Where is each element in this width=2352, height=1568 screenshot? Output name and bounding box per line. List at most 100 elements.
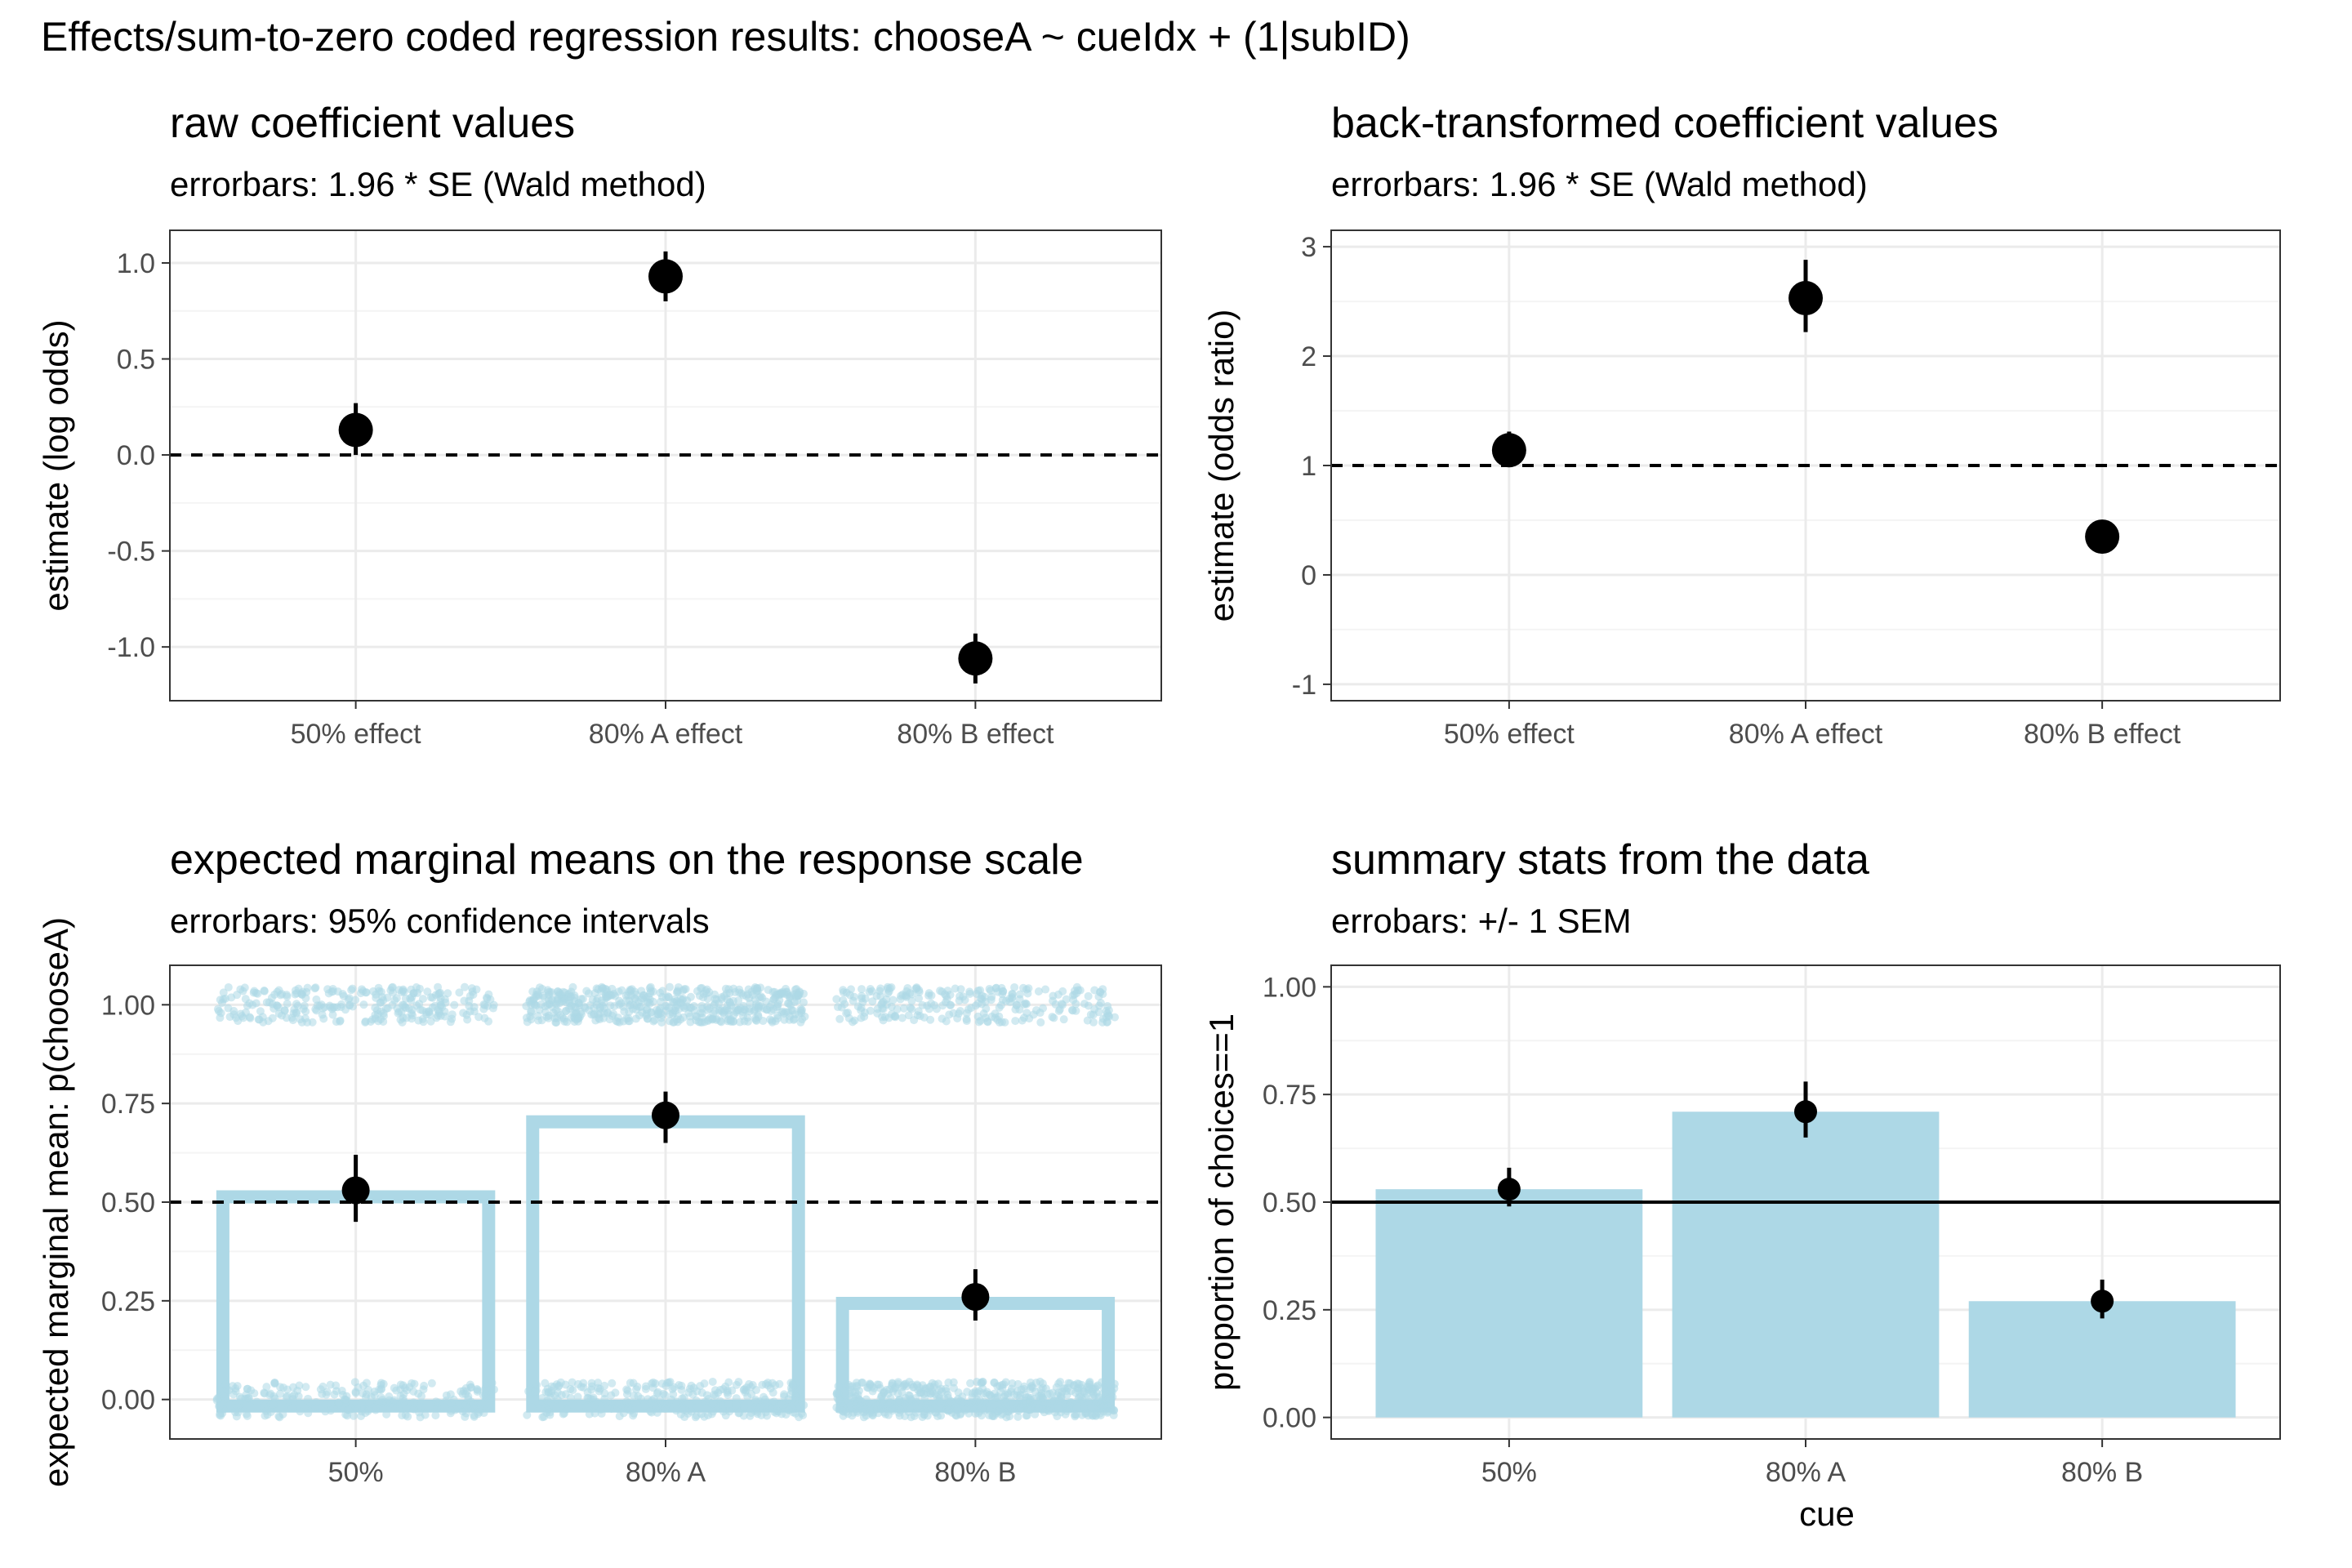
raw-response-point (778, 1400, 787, 1409)
raw-response-point (1070, 987, 1079, 996)
raw-response-point (799, 998, 808, 1007)
raw-response-point (769, 995, 778, 1004)
raw-response-point (284, 1402, 293, 1411)
panel-title: summary stats from the data (1331, 836, 1869, 884)
data-point (2091, 1290, 2114, 1313)
raw-response-point (1008, 990, 1017, 999)
raw-response-point (920, 1390, 929, 1399)
raw-response-point (270, 1379, 279, 1388)
raw-response-point (585, 1410, 594, 1419)
y-tick-label: 0.75 (1263, 1080, 1316, 1111)
raw-response-point (1048, 1013, 1057, 1022)
raw-response-point (852, 1379, 861, 1388)
raw-response-point (542, 1013, 551, 1022)
raw-response-point (732, 1394, 741, 1403)
y-tick-label: 0 (1301, 560, 1316, 591)
y-tick-label: 3 (1301, 232, 1316, 263)
panel-title: back-transformed coefficient values (1331, 100, 1998, 147)
raw-response-point (998, 996, 1007, 1004)
panel-raw: raw coefficient values errorbars: 1.96 *… (37, 100, 1162, 750)
raw-response-point (310, 984, 319, 993)
raw-response-point (262, 1383, 271, 1392)
raw-response-point (548, 996, 557, 1004)
raw-response-point (928, 1379, 937, 1388)
raw-response-point (587, 1382, 596, 1391)
raw-response-point (759, 1392, 768, 1401)
raw-response-point (592, 996, 601, 1005)
panel-summary-stats: summary stats from the data errobars: +/… (1202, 836, 2281, 1533)
raw-response-point (410, 1379, 419, 1388)
raw-response-point (703, 1017, 712, 1026)
raw-response-point (687, 1381, 696, 1390)
raw-response-point (408, 1011, 417, 1020)
raw-response-point (623, 1386, 632, 1395)
raw-response-point (557, 1391, 566, 1400)
raw-response-point (1103, 1407, 1112, 1416)
data-point (1491, 433, 1526, 468)
raw-response-point (552, 1380, 561, 1389)
raw-response-point (425, 1008, 434, 1017)
raw-response-point (1000, 1390, 1009, 1399)
raw-response-point (339, 991, 348, 1000)
raw-response-point (876, 984, 885, 993)
figure-title: Effects/sum-to-zero coded regression res… (41, 14, 1410, 60)
raw-response-point (488, 1004, 497, 1013)
raw-response-point (216, 1401, 225, 1410)
raw-response-point (1104, 1379, 1113, 1388)
raw-response-point (717, 993, 726, 1002)
raw-response-point (338, 1391, 347, 1400)
raw-response-point (677, 1385, 686, 1394)
raw-response-point (615, 1412, 624, 1421)
raw-response-point (632, 1385, 641, 1394)
raw-response-point (432, 1013, 441, 1022)
x-axis-label: cue (1799, 1494, 1855, 1533)
raw-response-point (606, 991, 615, 1000)
raw-response-point (566, 993, 575, 1002)
raw-response-point (481, 1384, 490, 1393)
panel-subtitle: errorbars: 1.96 * SE (Wald method) (1331, 165, 1868, 203)
raw-response-point (376, 1385, 385, 1394)
raw-response-point (1015, 995, 1024, 1004)
raw-response-point (964, 1005, 973, 1014)
y-tick-label: 0.25 (1263, 1295, 1316, 1326)
raw-response-point (956, 1006, 964, 1015)
raw-response-point (371, 1004, 380, 1013)
raw-response-point (379, 1012, 388, 1021)
raw-response-point (474, 1013, 483, 1022)
raw-response-point (683, 996, 692, 1005)
raw-response-point (844, 1009, 853, 1018)
y-tick-label: 0.75 (101, 1089, 155, 1120)
raw-response-point (736, 1018, 745, 1027)
raw-response-point (242, 1410, 251, 1419)
raw-response-point (441, 998, 450, 1007)
raw-response-point (336, 1002, 345, 1011)
raw-response-point (326, 1380, 335, 1389)
raw-response-point (972, 989, 981, 998)
raw-response-point (918, 1000, 927, 1009)
raw-response-point (1013, 1387, 1022, 1396)
y-tick-label: 0.50 (101, 1187, 155, 1218)
raw-response-point (996, 1381, 1004, 1390)
raw-response-point (359, 1000, 368, 1009)
y-tick-label: 2 (1301, 341, 1316, 372)
raw-response-point (461, 1409, 470, 1418)
raw-response-point (653, 1388, 662, 1396)
raw-response-point (862, 1395, 871, 1404)
raw-response-point (312, 1397, 321, 1406)
raw-response-point (663, 992, 672, 1001)
raw-response-point (419, 1018, 428, 1027)
raw-response-point (759, 1017, 768, 1026)
raw-response-point (1067, 1398, 1076, 1407)
raw-response-point (303, 983, 312, 992)
raw-response-point (974, 1018, 983, 1027)
data-point (1788, 281, 1823, 316)
raw-response-point (569, 1009, 578, 1018)
raw-response-point (594, 985, 603, 994)
raw-response-point (752, 1016, 761, 1025)
raw-response-point (572, 1015, 581, 1024)
raw-response-point (904, 1011, 913, 1020)
raw-response-point (733, 1006, 742, 1015)
raw-response-point (229, 1390, 238, 1399)
raw-response-point (606, 1001, 615, 1010)
y-tick-label: 0.00 (1263, 1403, 1316, 1434)
